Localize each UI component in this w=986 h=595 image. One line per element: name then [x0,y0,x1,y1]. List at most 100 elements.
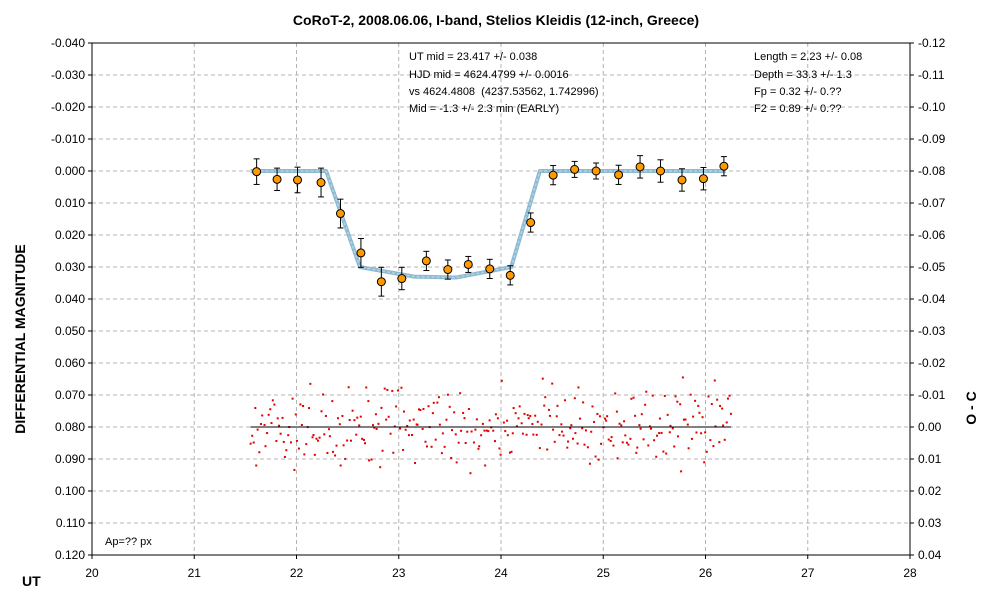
residual-point [364,442,367,445]
residual-point [682,418,685,421]
residual-point [254,407,257,410]
residual-point [729,412,732,415]
residual-point [573,397,576,400]
y-tick-label: 0.060 [55,356,85,370]
residual-point [606,415,609,418]
binned-point [656,166,666,176]
residual-point [425,445,428,448]
residual-point [351,409,354,412]
residual-point [506,434,509,437]
residual-point [674,395,677,398]
binned-point [443,265,453,275]
residual-point [584,429,587,432]
ann-ut-mid: UT mid = 23.417 +/- 0.038 [409,51,537,63]
residual-point [342,444,345,447]
residual-point [574,432,577,435]
binned-point [505,270,515,280]
binned-point [485,264,495,274]
residual-point [561,430,564,433]
y-tick-label: -0.020 [51,100,85,114]
residual-point [358,424,361,427]
residual-point [305,443,308,446]
residual-point [725,421,728,424]
y2-tick-label: -0.03 [918,324,946,338]
residual-point [295,439,298,442]
residual-point [665,452,668,455]
x-axis-label: UT [22,573,41,589]
residual-point [630,397,633,400]
residual-point [610,436,613,439]
residual-point [383,387,386,390]
binned-point [376,277,386,287]
residual-point [684,418,687,421]
residual-point [492,429,495,432]
residual-point [609,440,612,443]
residual-point [605,419,608,422]
ann-length: Length = 2.23 +/- 0.08 [754,51,862,63]
residual-point [551,382,554,385]
residual-point [414,462,417,465]
residual-point [500,379,503,382]
residual-point [448,405,451,408]
residual-point [648,425,651,428]
residual-point [397,389,400,392]
residual-point [464,442,467,445]
residual-point [703,461,706,464]
residual-point [434,438,437,441]
residual-point [707,395,710,398]
residual-point [264,445,267,448]
residual-point [317,439,320,442]
residual-point [259,422,262,425]
grid [92,43,910,555]
y2-tick-label: 0.01 [918,452,942,466]
residual-point [339,464,342,467]
residual-point [638,424,641,427]
residual-point [270,422,273,425]
residual-point [504,430,507,433]
y2-tick-label: -0.11 [918,68,945,82]
residual-point [634,414,637,417]
y-tick-label: 0.080 [55,420,85,434]
y2-tick-label: -0.04 [918,292,946,306]
residual-point [712,445,715,448]
residual-point [690,437,693,440]
y-tick-label: 0.030 [55,260,85,274]
residual-point [583,443,586,446]
residual-point [494,413,497,416]
residual-point [689,393,692,396]
residual-point [493,440,496,443]
residual-point [453,411,456,414]
x-tick-label: 23 [392,566,406,580]
binned-point [252,167,262,177]
residual-point [671,427,674,430]
binned-point [293,175,303,185]
residual-point [477,447,480,450]
residual-point [523,412,526,415]
residual-point [481,422,484,425]
residual-point [694,399,697,402]
residual-point [377,422,380,425]
residual-point [510,450,513,453]
y2-tick-label: 0.00 [918,420,942,434]
residual-point [704,431,707,434]
residual-point [258,451,261,454]
residual-point [294,413,297,416]
y-tick-label: -0.040 [51,36,85,50]
residual-point [315,437,318,440]
residual-point [529,414,532,417]
residual-point [541,377,544,380]
ann-depth: Depth = 33.3 +/- 1.3 [754,69,852,81]
residual-point [365,386,368,389]
residual-point [521,432,524,435]
binned-point [356,248,366,258]
residual-point [518,405,521,408]
residual-point [457,441,460,444]
residual-point [269,408,272,411]
residual-point [534,414,537,417]
residual-point [547,408,550,411]
residual-point [422,407,425,410]
residual-point [600,442,603,445]
residual-point [531,423,534,426]
residual-point [391,389,394,392]
